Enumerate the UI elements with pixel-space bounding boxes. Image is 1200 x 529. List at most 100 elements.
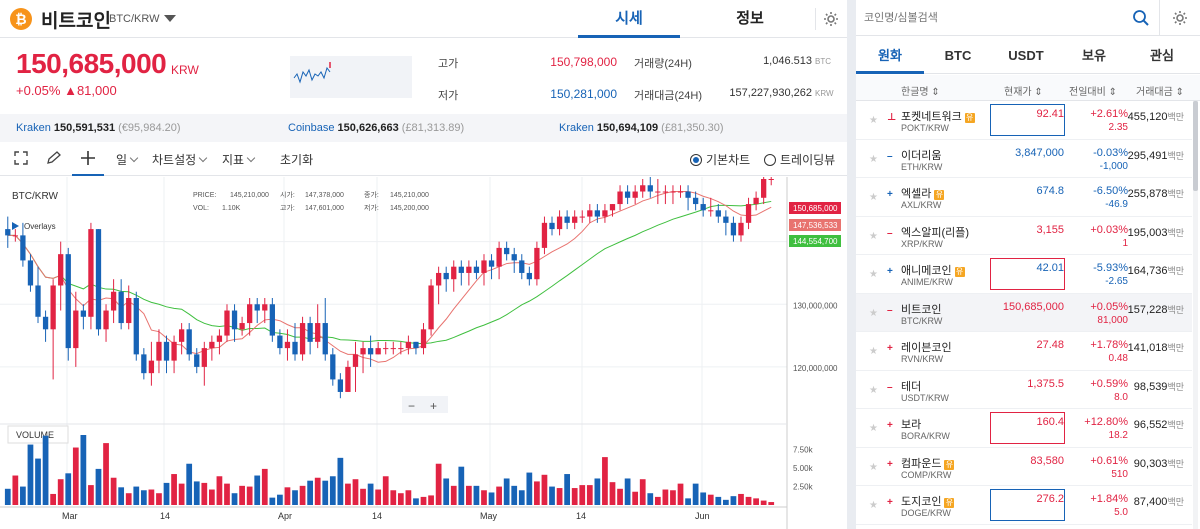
candle-body — [655, 191, 661, 193]
coin-price: 160.4 — [1036, 416, 1064, 428]
coin-name: 비트코인 — [901, 301, 941, 317]
coin-row[interactable]: ★ + 컴파운드 유 COMP/KRW 83,580 +0.61% 510 90,303백만 — [856, 448, 1192, 486]
volume-bar — [4, 488, 11, 505]
coin-row[interactable]: ★ – 테더 USDT/KRW 1,375.5 +0.59% 8.0 98,539백만 — [856, 371, 1192, 409]
volume-bar — [564, 474, 571, 505]
coin-row[interactable]: ★ + 애니메코인 유 ANIME/KRW 42.01 -5.93% -2.65 164,736… — [856, 255, 1192, 294]
candle-body — [239, 323, 245, 330]
volume-value: 1,046.513 — [763, 55, 812, 67]
favorite-star-icon[interactable]: ★ — [869, 307, 878, 319]
favorite-star-icon[interactable]: ★ — [869, 346, 878, 357]
candle-body — [602, 210, 608, 217]
tab-usdt[interactable]: USDT — [1008, 48, 1044, 63]
volume-bar — [632, 491, 639, 505]
favorite-star-icon[interactable]: ★ — [869, 115, 878, 126]
volume-bar — [50, 493, 57, 505]
volume-bar — [443, 478, 450, 505]
candle-body — [443, 272, 449, 280]
favorite-star-icon[interactable]: ★ — [869, 230, 878, 242]
coin-name-text: 도지코인 — [901, 496, 942, 508]
candle-body — [65, 254, 71, 349]
candle-body — [715, 210, 721, 217]
coin-row[interactable]: ★ + 레이븐코인 RVN/KRW 27.48 +1.78% 0.48 141,018백만 — [856, 332, 1192, 371]
tab-btc[interactable]: BTC — [944, 48, 972, 63]
coin-row[interactable]: ★ + 도지코인 유 DOGE/KRW 276.2 +1.84% 5.0 87,400백만 — [856, 486, 1192, 525]
ohlc-low-label: 저가: — [364, 203, 379, 212]
candle-body — [466, 266, 472, 273]
coin-pair[interactable]: BTC/KRW — [109, 13, 160, 25]
reset-button[interactable]: 초기화 — [280, 153, 314, 167]
coin-volume-unit: 백만 — [1167, 227, 1184, 238]
indicators-dropdown[interactable]: 지표 — [222, 151, 254, 168]
scrollbar-track[interactable] — [1193, 101, 1198, 529]
col-name[interactable]: 한글명 ⇕ — [901, 87, 940, 98]
amount-unit: KRW — [815, 89, 834, 98]
exchange-item[interactable]: Kraken 150,591,531 (€95,984.20) — [16, 122, 181, 134]
ohlc-high-label: 고가: — [280, 203, 295, 212]
tab-info[interactable]: 정보 — [736, 10, 764, 27]
chart-settings-dropdown[interactable]: 차트설정 — [152, 151, 206, 168]
tab-quote[interactable]: 시세 — [578, 0, 680, 38]
coin-row[interactable]: ★ ⊥ 포켓네트워크 유 POKT/KRW 92.41 +2.61% 2.35 455,120백… — [856, 101, 1192, 140]
overlays-play-icon[interactable] — [12, 222, 19, 230]
candle-body — [186, 329, 192, 355]
coin-volume: 141,018백만 — [1128, 341, 1184, 354]
amount-label: 거래대금(24H) — [634, 90, 702, 102]
tab-holdings[interactable]: 보유 — [1082, 48, 1106, 63]
favorite-star-icon[interactable]: ★ — [869, 269, 878, 280]
favorite-star-icon[interactable]: ★ — [869, 384, 878, 396]
basic-chart-radio[interactable]: 기본차트 — [690, 151, 750, 168]
period-dropdown[interactable]: 일 — [116, 151, 137, 168]
col-volume[interactable]: 거래대금 ⇕ — [1136, 87, 1184, 98]
crosshair-icon[interactable] — [72, 142, 104, 176]
candle-body — [511, 254, 517, 261]
list-settings-gear-icon[interactable] — [1159, 0, 1200, 36]
candle-body — [50, 285, 56, 330]
search-input[interactable] — [864, 8, 1124, 28]
coin-name[interactable]: 비트코인 — [41, 11, 111, 32]
candle-body — [541, 222, 548, 248]
candle-body — [677, 191, 684, 193]
coin-change-amt: 2.35 — [1108, 122, 1128, 133]
coin-row[interactable]: ★ + 보라 BORA/KRW 160.4 +12.80% 18.2 96,552백만 — [856, 409, 1192, 448]
favorite-star-icon[interactable]: ★ — [869, 500, 878, 511]
fullscreen-icon[interactable] — [14, 151, 28, 170]
exchange-price: 150,591,531 — [53, 122, 116, 134]
market-list-panel: 원화 BTC USDT 보유 관심 한글명 ⇕ 현재가 ⇕ 전일대비 ⇕ 거래대… — [856, 0, 1200, 529]
trading-view-radio[interactable]: 트레이딩뷰 — [764, 151, 835, 168]
coin-change-amt: -1,000 — [1099, 160, 1128, 172]
coin-row[interactable]: ★ – 이더리움 ETH/KRW 3,847,000 -0.03% -1,000 295,49… — [856, 140, 1192, 178]
coin-dropdown-icon[interactable] — [164, 15, 176, 22]
favorite-star-icon[interactable]: ★ — [869, 423, 878, 434]
exchange-item[interactable]: Coinbase 150,626,663 (£81,313.89) — [288, 122, 464, 134]
volume-bar — [428, 495, 434, 505]
candlestick-chart[interactable]: 140,000,000130,000,000120,000,000150,685… — [0, 172, 847, 529]
volume-bar — [518, 490, 525, 505]
coin-volume-value: 295,491 — [1127, 149, 1168, 162]
tab-favorites[interactable]: 관심 — [1150, 48, 1174, 63]
candle-body — [587, 210, 593, 217]
settings-gear-icon[interactable] — [815, 8, 845, 30]
coin-row[interactable]: ★ – 비트코인 BTC/KRW 150,685,000 +0.05% 81,000 157,… — [856, 293, 1192, 332]
coin-volume: 90,303백만 — [1134, 457, 1184, 470]
search-icon[interactable] — [1132, 9, 1150, 32]
col-change[interactable]: 전일대비 ⇕ — [1069, 87, 1117, 98]
coin-row[interactable]: ★ + 엑셀라 유 AXL/KRW 674.8 -6.50% -46.9 255,878백만 — [856, 178, 1192, 217]
overlays-toggle: Overlays — [24, 222, 56, 231]
candle-body — [375, 348, 381, 355]
coin-change-amt: 510 — [1111, 468, 1128, 480]
scrollbar-thumb[interactable] — [1193, 101, 1198, 191]
volume-bar — [148, 489, 155, 505]
favorite-star-icon[interactable]: ★ — [869, 461, 878, 473]
tab-krw[interactable]: 원화 — [856, 37, 924, 74]
volume-bar — [35, 458, 41, 505]
favorite-star-icon[interactable]: ★ — [869, 153, 878, 165]
coin-row[interactable]: ★ – 엑스알피(리플) XRP/KRW 3,155 +0.03% 1 195,003백만 — [856, 217, 1192, 255]
draw-pen-icon[interactable] — [46, 151, 62, 170]
chart-svg[interactable]: 140,000,000130,000,000120,000,000150,685… — [0, 172, 847, 529]
price-flash-box — [990, 412, 1065, 444]
favorite-star-icon[interactable]: ★ — [869, 192, 878, 203]
candle-body — [692, 197, 699, 205]
exchange-item[interactable]: Kraken 150,694,109 (£81,350.30) — [559, 122, 724, 134]
col-price[interactable]: 현재가 ⇕ — [1004, 87, 1043, 98]
